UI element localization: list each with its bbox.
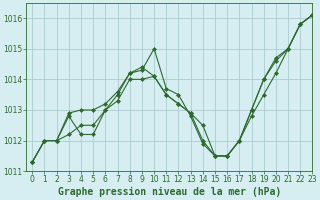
X-axis label: Graphe pression niveau de la mer (hPa): Graphe pression niveau de la mer (hPa) (58, 187, 281, 197)
